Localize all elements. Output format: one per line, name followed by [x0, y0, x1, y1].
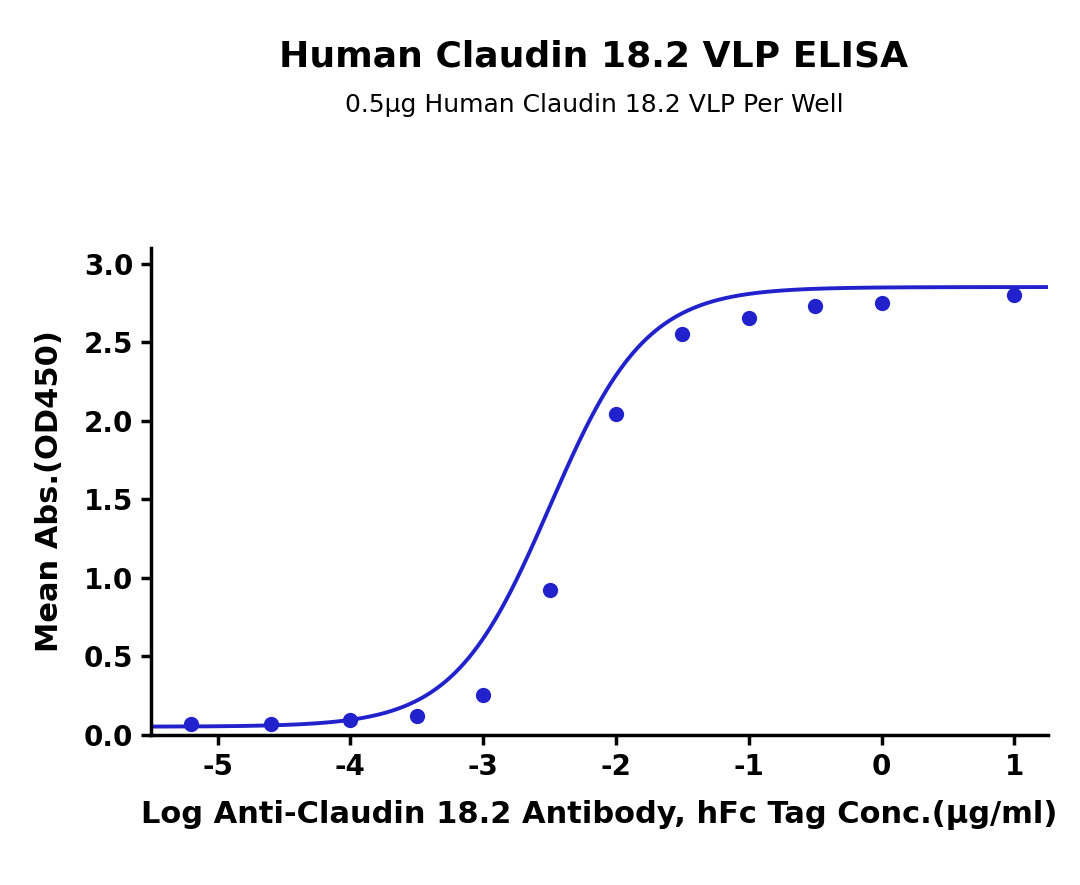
- Text: Human Claudin 18.2 VLP ELISA: Human Claudin 18.2 VLP ELISA: [280, 40, 908, 73]
- Text: 0.5μg Human Claudin 18.2 VLP Per Well: 0.5μg Human Claudin 18.2 VLP Per Well: [345, 93, 843, 117]
- X-axis label: Log Anti-Claudin 18.2 Antibody, hFc Tag Conc.(μg/ml): Log Anti-Claudin 18.2 Antibody, hFc Tag …: [141, 800, 1057, 830]
- Y-axis label: Mean Abs.(OD450): Mean Abs.(OD450): [36, 330, 64, 652]
